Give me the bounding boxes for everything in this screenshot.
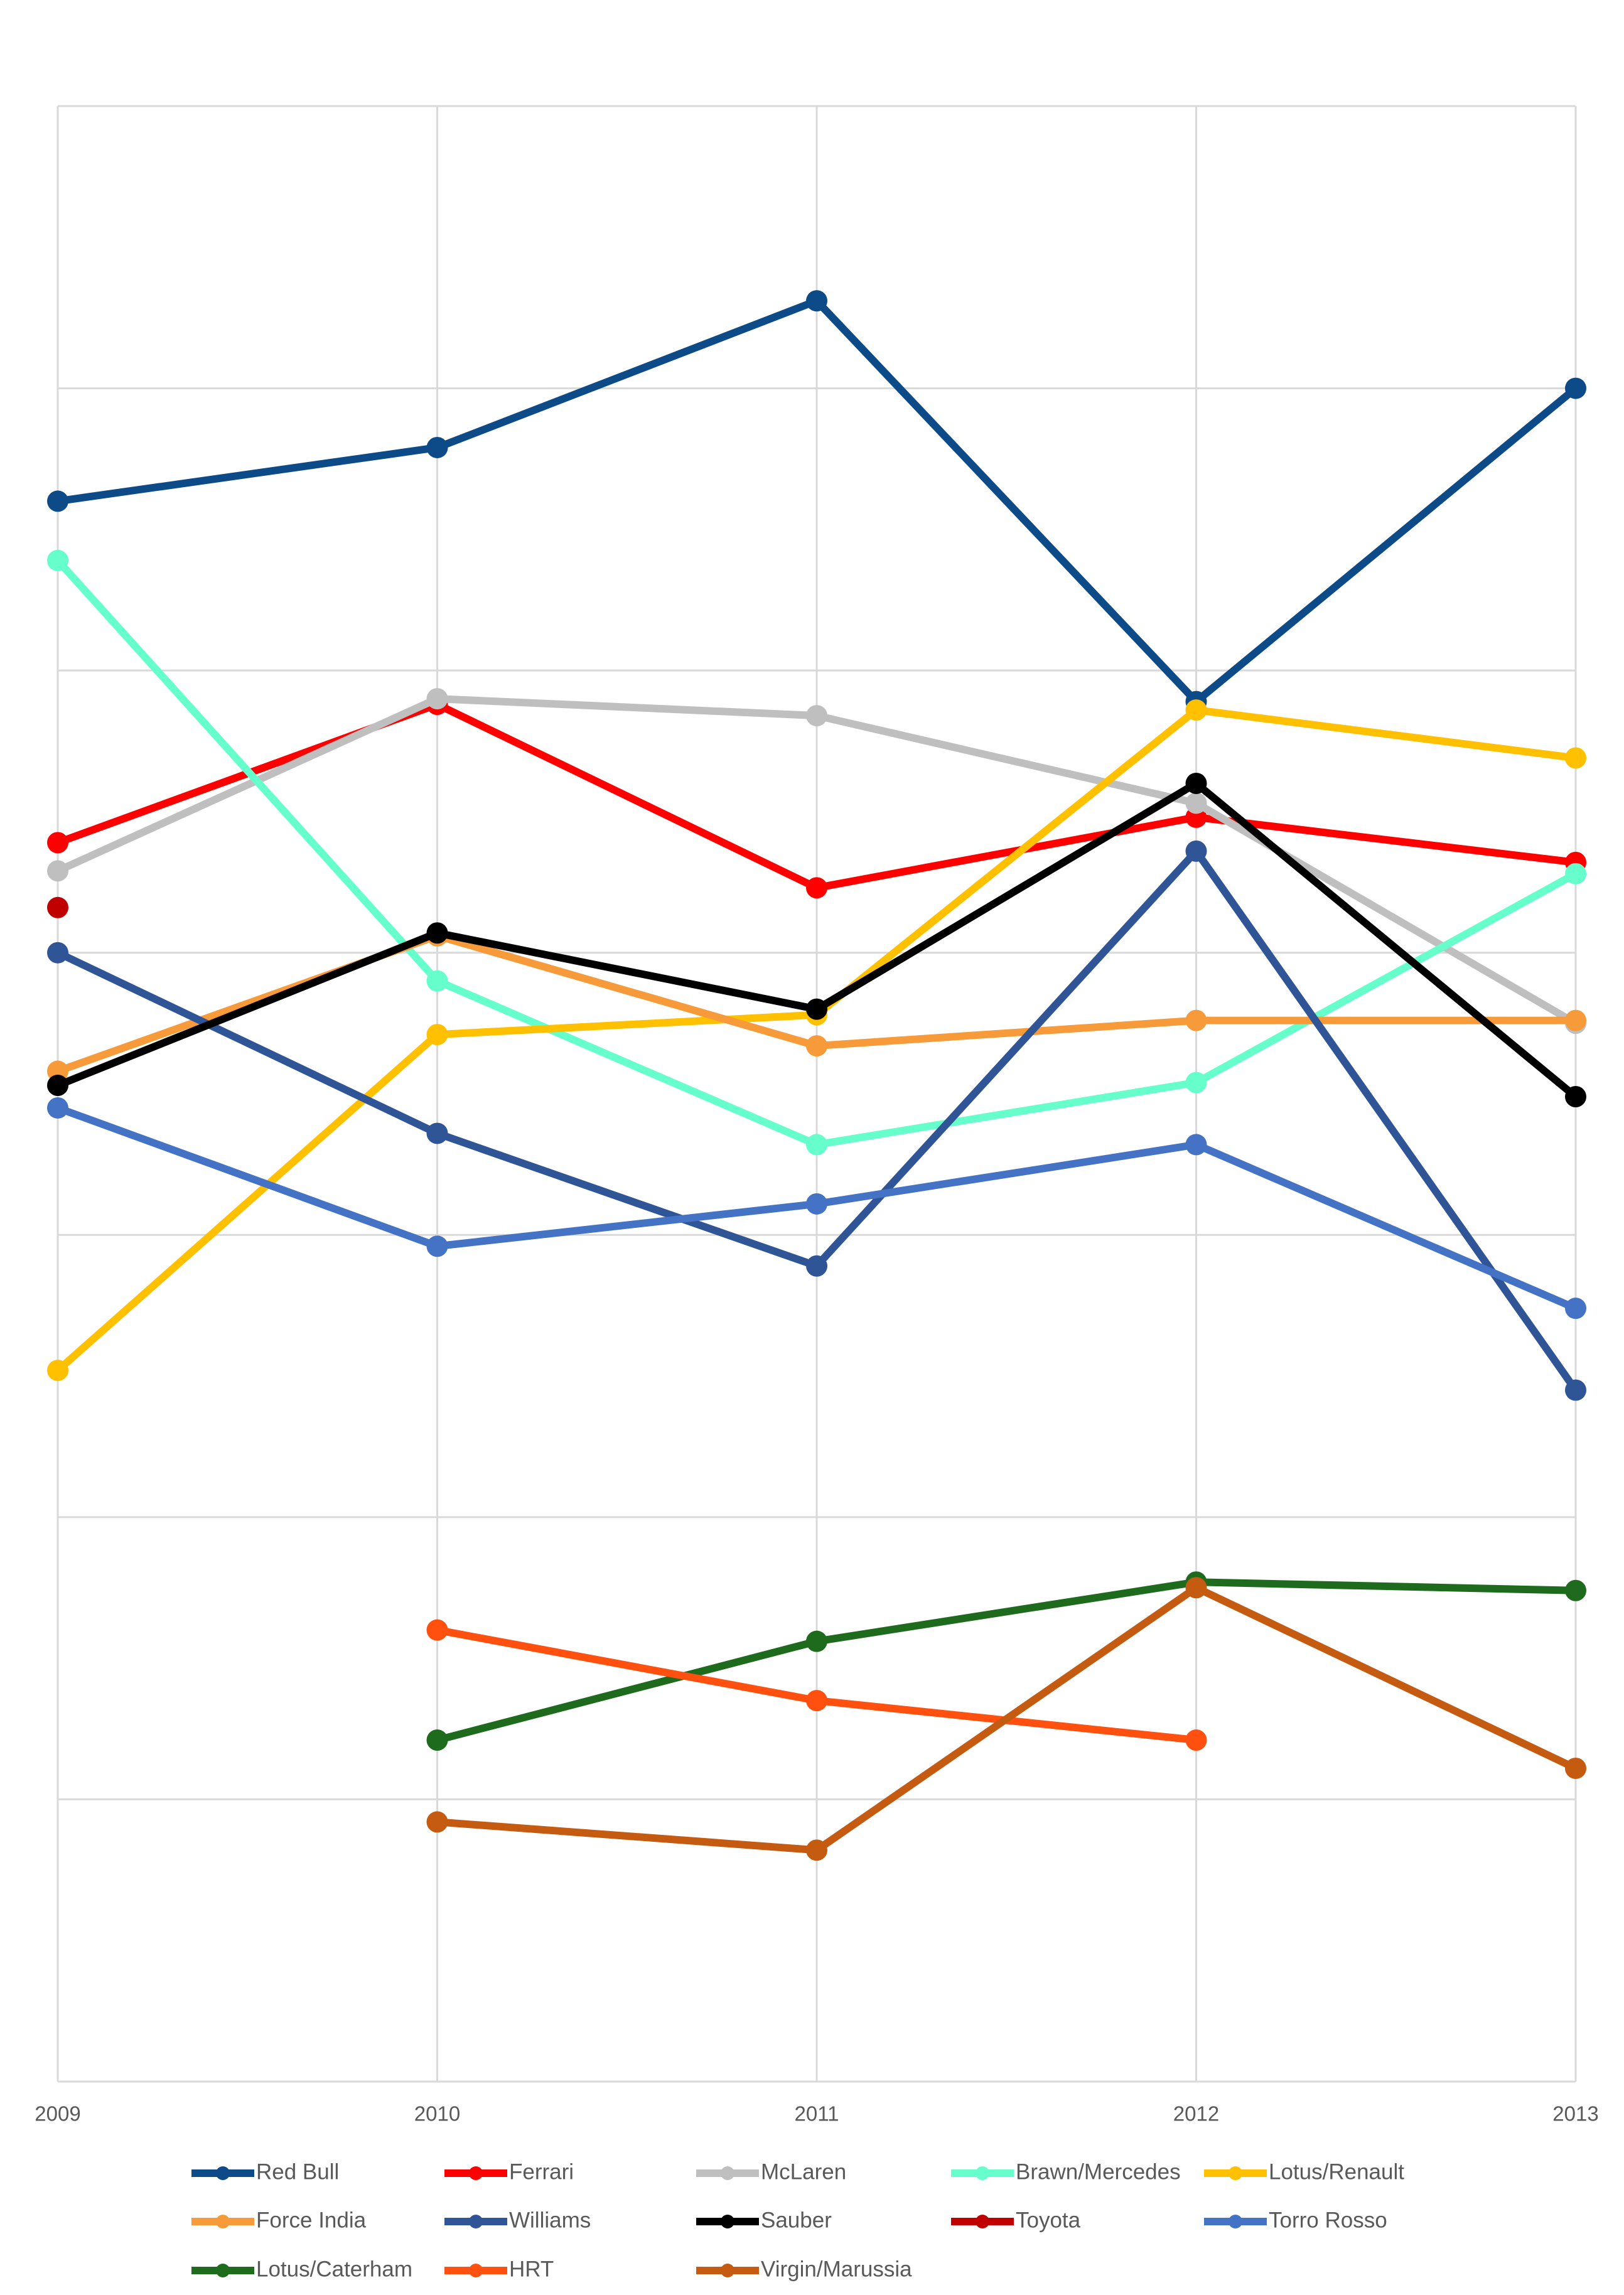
- data-point: [47, 896, 68, 918]
- data-point: [1565, 863, 1586, 884]
- data-point: [426, 1729, 448, 1751]
- data-point: [426, 1024, 448, 1046]
- legend-marker: [721, 2166, 734, 2180]
- data-point: [426, 1619, 448, 1641]
- data-point: [1565, 377, 1586, 399]
- x-tick-label: 2009: [35, 2102, 80, 2126]
- legend-label: Toyota: [1016, 2208, 1081, 2232]
- legend-marker: [721, 2264, 734, 2277]
- data-point: [426, 1811, 448, 1833]
- x-tick-label: 2013: [1552, 2102, 1598, 2126]
- legend-label: Virgin/Marussia: [761, 2257, 912, 2281]
- data-point: [1565, 1579, 1586, 1601]
- data-point: [1185, 1072, 1207, 1094]
- data-point: [47, 832, 68, 854]
- x-tick-label: 2011: [795, 2102, 839, 2126]
- data-point: [806, 1193, 827, 1215]
- legend-marker: [216, 2264, 230, 2277]
- legend-label: Ferrari: [509, 2159, 574, 2184]
- legend-marker: [216, 2215, 230, 2228]
- data-point: [426, 436, 448, 458]
- series-line: [436, 1578, 1576, 1744]
- data-point: [1565, 1379, 1586, 1401]
- data-point: [1565, 1298, 1586, 1319]
- legend-label: McLaren: [761, 2159, 846, 2184]
- legend-label: Torro Rosso: [1269, 2208, 1387, 2232]
- data-point: [1185, 1009, 1207, 1031]
- legend-marker: [469, 2215, 483, 2228]
- data-point: [426, 922, 448, 944]
- legend-marker: [1229, 2215, 1242, 2228]
- legend-label: Lotus/Renault: [1269, 2159, 1404, 2184]
- data-point: [47, 1360, 68, 1382]
- legend-label: Williams: [509, 2208, 591, 2232]
- legend-label: Force India: [256, 2208, 367, 2232]
- data-point: [47, 490, 68, 512]
- legend-label: Sauber: [761, 2208, 832, 2232]
- data-point: [1185, 840, 1207, 862]
- data-point: [47, 1097, 68, 1119]
- legend-label: Lotus/Caterham: [256, 2257, 412, 2281]
- data-point: [806, 1035, 827, 1057]
- legend-marker: [469, 2264, 483, 2277]
- x-tick-label: 2010: [414, 2102, 460, 2126]
- legend-label: HRT: [509, 2257, 554, 2281]
- series-line: [437, 1584, 1578, 1854]
- data-point: [806, 877, 827, 899]
- data-point: [806, 1255, 827, 1277]
- data-point: [806, 1630, 827, 1652]
- data-point: [47, 549, 68, 571]
- legend-marker: [216, 2166, 230, 2180]
- data-point: [1185, 1134, 1207, 1156]
- legend-marker: [976, 2166, 989, 2180]
- data-point: [1185, 699, 1207, 721]
- data-point: [1565, 1085, 1586, 1107]
- data-point: [47, 860, 68, 882]
- data-point: [426, 688, 448, 710]
- legend-label: Red Bull: [256, 2159, 339, 2184]
- data-point: [1565, 747, 1586, 769]
- data-point: [426, 1235, 448, 1257]
- data-point: [806, 705, 827, 727]
- legend-label: Brawn/Mercedes: [1016, 2159, 1181, 2184]
- data-point: [47, 942, 68, 964]
- data-point: [1185, 772, 1207, 794]
- data-point: [47, 1075, 68, 1097]
- data-point: [1185, 1577, 1207, 1599]
- data-point: [1185, 792, 1207, 814]
- data-point: [806, 1134, 827, 1156]
- data-point: [806, 1839, 827, 1861]
- legend-marker: [721, 2215, 734, 2228]
- data-point: [1565, 1757, 1586, 1779]
- data-point: [806, 1690, 827, 1712]
- legend-marker: [469, 2166, 483, 2180]
- x-tick-label: 2012: [1173, 2102, 1219, 2126]
- data-point: [426, 1122, 448, 1144]
- legend-marker: [976, 2215, 989, 2228]
- data-point: [1185, 1729, 1207, 1751]
- data-point: [806, 998, 827, 1020]
- data-point: [426, 970, 448, 992]
- data-point: [806, 290, 827, 312]
- legend-marker: [1229, 2166, 1242, 2180]
- data-point: [1565, 1009, 1586, 1031]
